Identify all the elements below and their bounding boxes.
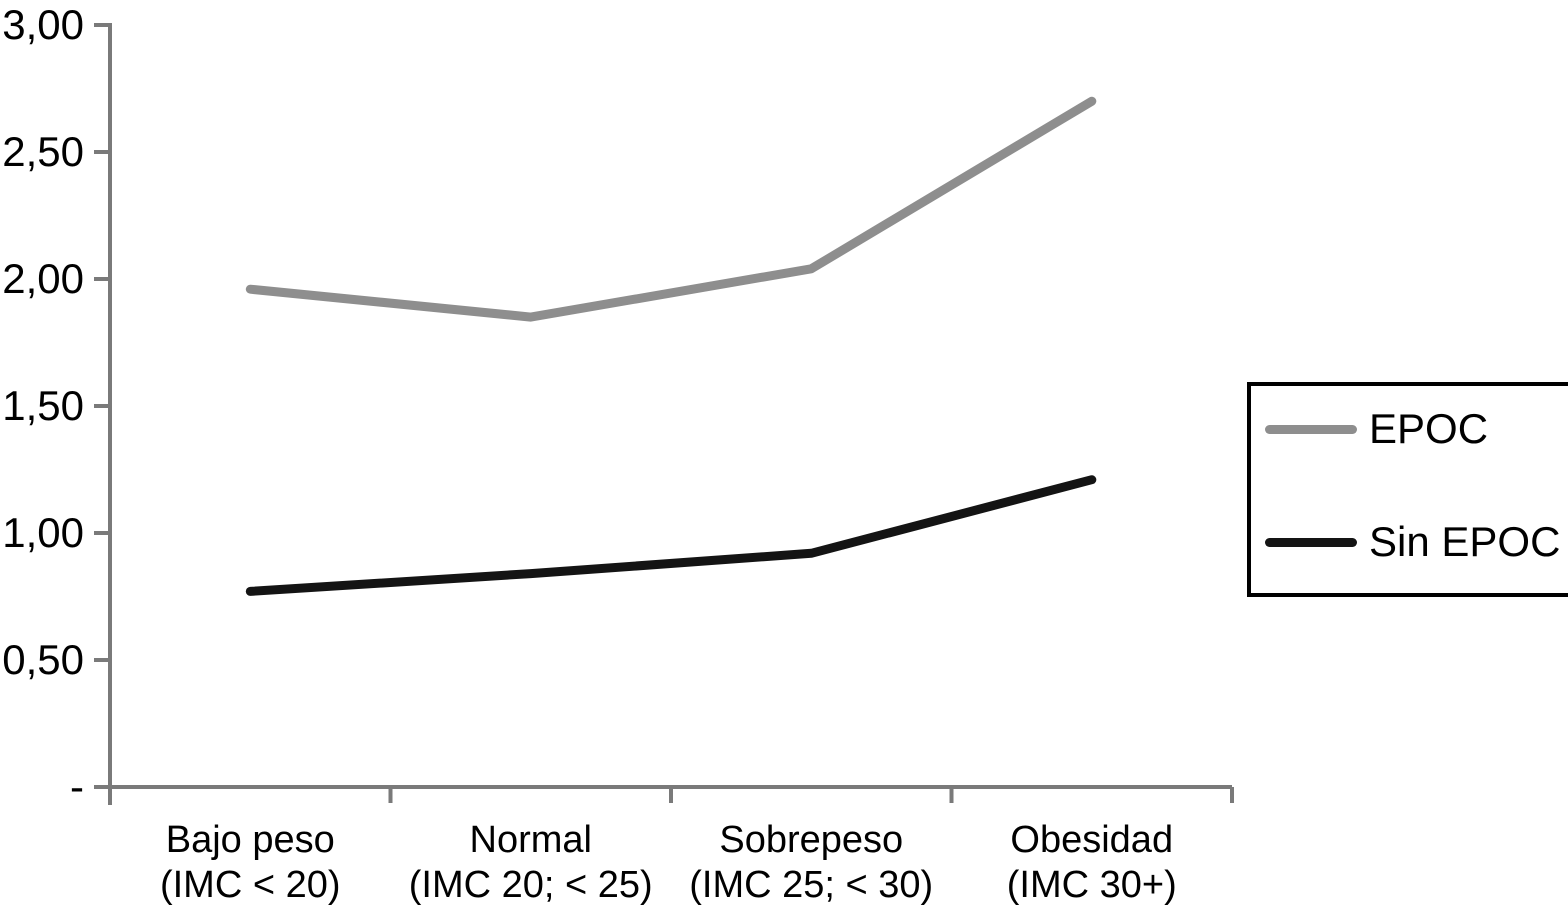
epoc-line <box>245 96 1097 322</box>
x-category-label: Bajo peso (IMC < 20) <box>100 818 400 908</box>
y-tick-label: 1,50 <box>2 382 84 429</box>
x-category-label-line: Sobrepeso <box>719 819 904 861</box>
x-category-label-line: (IMC < 20) <box>159 864 341 906</box>
x-category-label-line: (IMC 30+) <box>1006 864 1177 906</box>
legend: EPOC Sin EPOC <box>1247 382 1568 597</box>
x-category-label-line: Obesidad <box>1010 819 1174 861</box>
legend-label-sin-epoc: Sin EPOC <box>1369 518 1561 565</box>
y-tick-label: 1,00 <box>2 509 84 556</box>
y-tick-label: 0,50 <box>2 636 84 683</box>
legend-item-epoc: EPOC <box>1265 404 1568 454</box>
sin-epoc-line <box>245 475 1097 596</box>
y-tick-label: 2,50 <box>2 128 84 175</box>
x-category-label: Normal (IMC 20; < 25) <box>381 818 681 908</box>
legend-item-sin-epoc: Sin EPOC <box>1265 517 1568 567</box>
epoc-line-swatch <box>1265 424 1357 434</box>
y-tick-label: 3,00 <box>2 1 84 48</box>
axis-ticks <box>94 23 1234 803</box>
sin-epoc-line-swatch <box>1265 537 1357 547</box>
x-category-label-line: Bajo peso <box>165 819 335 861</box>
legend-label-epoc: EPOC <box>1369 405 1489 452</box>
x-category-label: Sobrepeso (IMC 25; < 30) <box>661 818 961 908</box>
x-category-label-line: Normal <box>469 819 592 861</box>
x-category-label-line: (IMC 20; < 25) <box>408 864 653 906</box>
axes <box>95 23 1232 805</box>
y-tick-label: - <box>70 763 84 810</box>
x-category-label: Obesidad (IMC 30+) <box>942 818 1242 908</box>
y-tick-label: 2,00 <box>2 255 84 302</box>
x-category-label-line: (IMC 25; < 30) <box>689 864 934 906</box>
